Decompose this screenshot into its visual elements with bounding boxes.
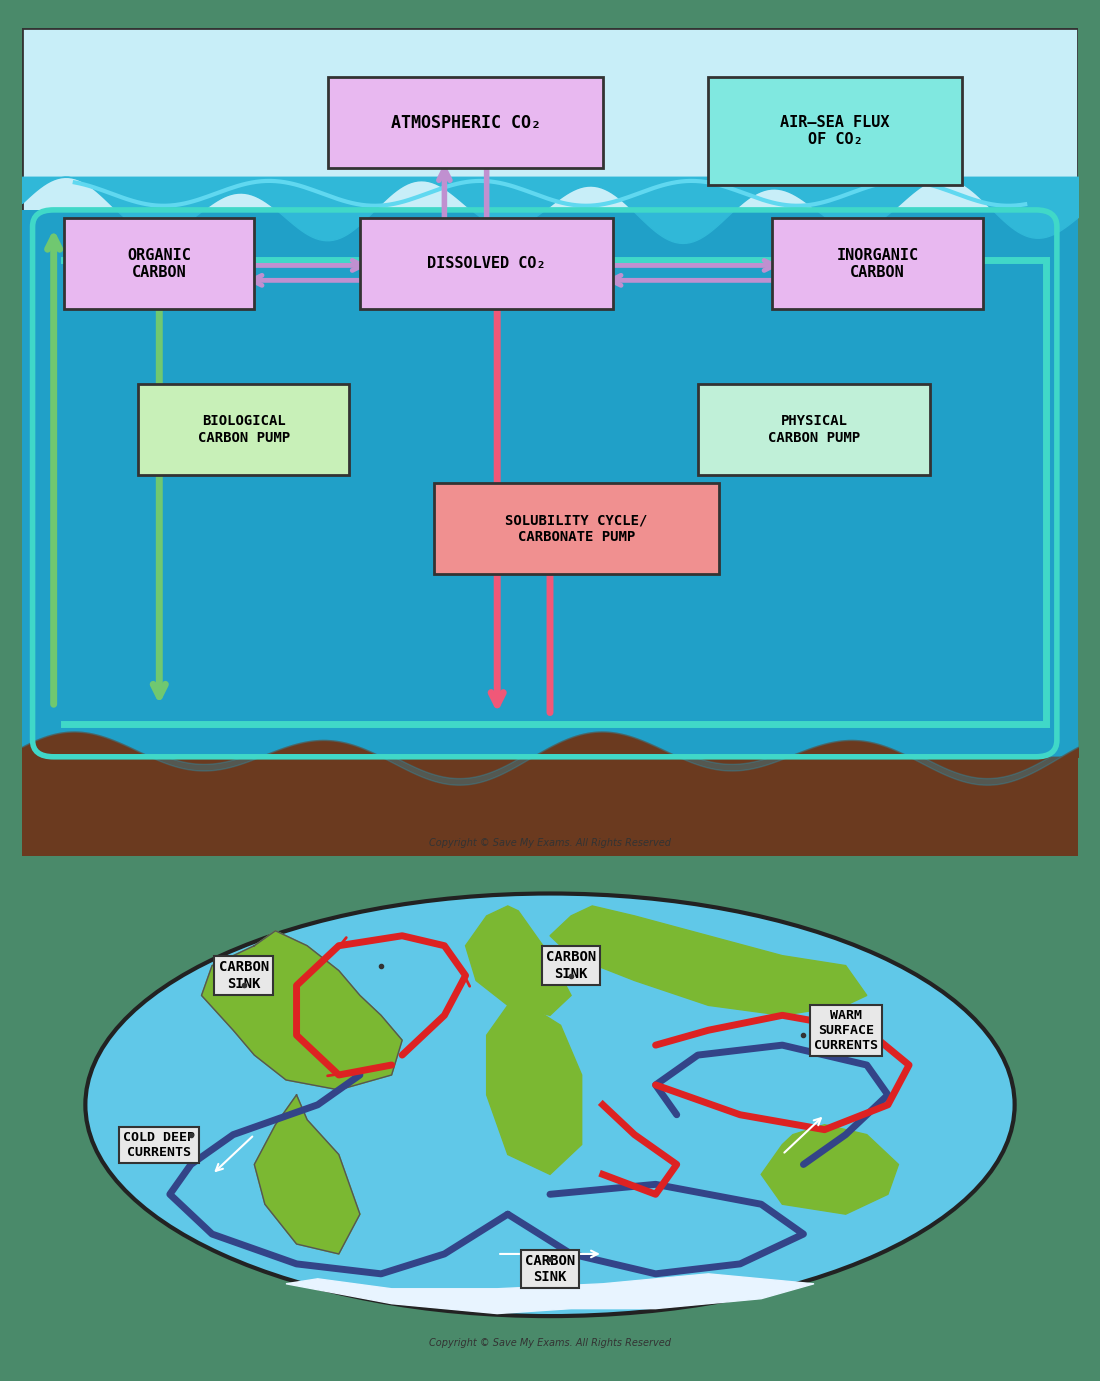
Text: Copyright © Save My Exams. All Rights Reserved: Copyright © Save My Exams. All Rights Re… xyxy=(429,838,671,848)
Text: CARBON
SINK: CARBON SINK xyxy=(546,950,596,981)
Text: DISSOLVED CO₂: DISSOLVED CO₂ xyxy=(427,257,546,271)
Polygon shape xyxy=(465,906,571,1015)
Text: ATMOSPHERIC CO₂: ATMOSPHERIC CO₂ xyxy=(390,113,540,133)
FancyBboxPatch shape xyxy=(139,384,350,475)
FancyBboxPatch shape xyxy=(22,856,1078,1353)
Polygon shape xyxy=(761,1124,899,1214)
FancyBboxPatch shape xyxy=(328,77,603,168)
Ellipse shape xyxy=(86,894,1014,1316)
FancyBboxPatch shape xyxy=(22,210,1078,856)
Text: Copyright © Save My Exams. All Rights Reserved: Copyright © Save My Exams. All Rights Re… xyxy=(429,1338,671,1348)
Polygon shape xyxy=(486,1005,582,1174)
Text: WARM
SURFACE
CURRENTS: WARM SURFACE CURRENTS xyxy=(814,1008,878,1052)
FancyBboxPatch shape xyxy=(22,28,1078,856)
Polygon shape xyxy=(254,1095,360,1254)
Text: ORGANIC
CARBON: ORGANIC CARBON xyxy=(128,247,191,280)
Text: AIR–SEA FLUX
OF CO₂: AIR–SEA FLUX OF CO₂ xyxy=(780,115,890,148)
Text: PHYSICAL
CARBON PUMP: PHYSICAL CARBON PUMP xyxy=(768,414,860,445)
FancyBboxPatch shape xyxy=(360,218,614,309)
Text: CARBON
SINK: CARBON SINK xyxy=(219,960,268,990)
Text: INORGANIC
CARBON: INORGANIC CARBON xyxy=(836,247,918,280)
FancyBboxPatch shape xyxy=(433,483,719,574)
FancyBboxPatch shape xyxy=(64,218,254,309)
Text: COLD DEEP
CURRENTS: COLD DEEP CURRENTS xyxy=(123,1131,196,1159)
Text: BIOLOGICAL
CARBON PUMP: BIOLOGICAL CARBON PUMP xyxy=(198,414,289,445)
FancyBboxPatch shape xyxy=(708,77,961,185)
Text: SOLUBILITY CYCLE/
CARBONATE PUMP: SOLUBILITY CYCLE/ CARBONATE PUMP xyxy=(505,514,648,544)
Polygon shape xyxy=(201,931,403,1090)
Polygon shape xyxy=(550,906,867,1015)
Text: CARBON
SINK: CARBON SINK xyxy=(525,1254,575,1284)
FancyBboxPatch shape xyxy=(697,384,931,475)
FancyBboxPatch shape xyxy=(772,218,983,309)
FancyBboxPatch shape xyxy=(22,757,1078,856)
Polygon shape xyxy=(286,1273,814,1313)
